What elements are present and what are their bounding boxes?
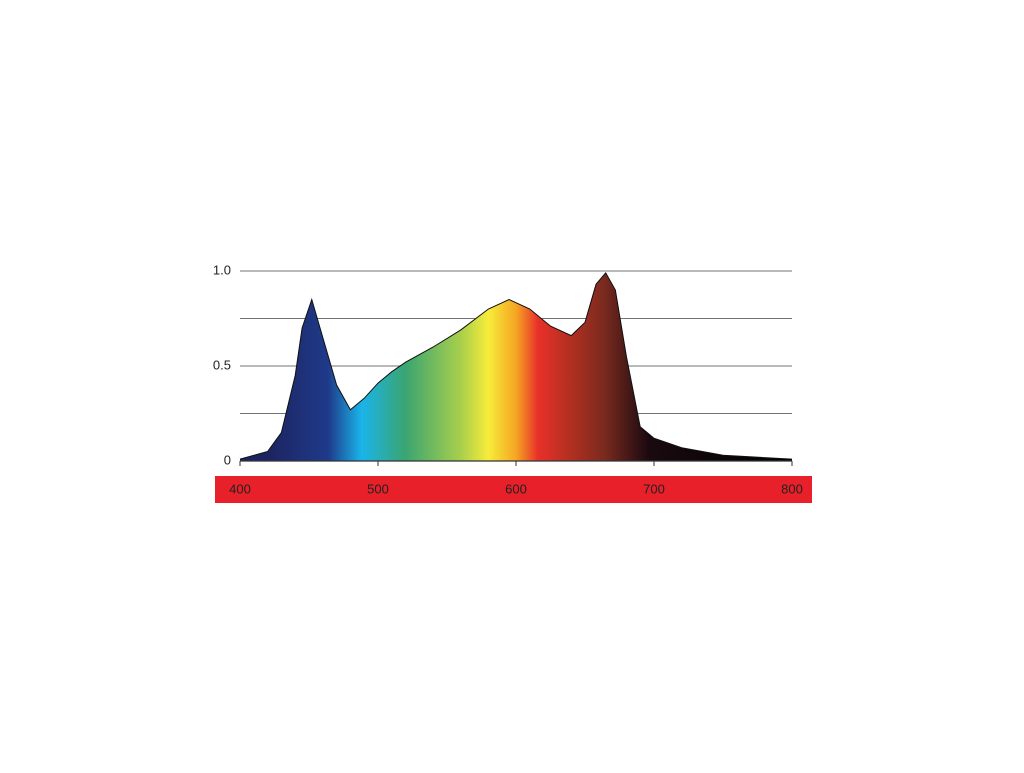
- plot: 0 0.5 1.0 400 500 600 700 800: [213, 262, 803, 496]
- x-tick-label: 500: [367, 481, 389, 496]
- x-tick-label: 600: [505, 481, 527, 496]
- spectrum-area: [240, 272, 792, 461]
- x-tick-label: 800: [781, 481, 803, 496]
- y-tick-label: 1.0: [213, 262, 231, 277]
- axis-band: [215, 476, 812, 503]
- x-tick-label: 400: [229, 481, 251, 496]
- x-tick-label: 700: [643, 481, 665, 496]
- spectrum-line: [239, 272, 793, 460]
- y-tick-label: 0.5: [213, 357, 231, 372]
- y-tick-label: 0: [224, 452, 231, 467]
